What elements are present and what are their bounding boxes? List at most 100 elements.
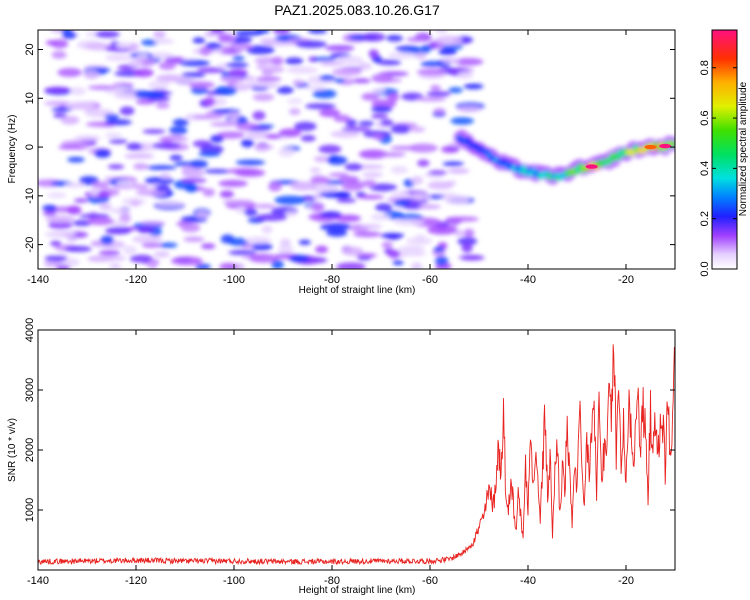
noise-blob — [376, 59, 402, 66]
noise-blob — [153, 38, 175, 44]
noise-blob — [228, 68, 248, 77]
noise-blob — [358, 62, 372, 71]
noise-blob — [158, 242, 178, 248]
noise-blob — [234, 168, 266, 177]
noise-blob — [448, 87, 463, 94]
noise-blob — [390, 124, 412, 134]
noise-blob — [387, 249, 401, 259]
noise-blob — [456, 105, 482, 113]
noise-blob — [64, 182, 85, 188]
noise-blob — [363, 179, 377, 188]
signal-peak — [644, 144, 657, 150]
noise-blob — [105, 227, 132, 235]
noise-blob — [344, 163, 363, 171]
noise-blob — [108, 138, 128, 144]
noise-blob — [204, 96, 216, 106]
noise-blob — [371, 73, 394, 83]
noise-blob — [146, 165, 177, 171]
colorbar-tick-label: 0.2 — [699, 211, 711, 226]
noise-blob — [435, 30, 448, 33]
noise-blob — [285, 57, 304, 65]
noise-blob — [141, 242, 162, 248]
noise-blob — [387, 92, 400, 102]
noise-blob — [50, 240, 62, 247]
noise-blob — [298, 239, 311, 245]
noise-blob — [311, 202, 325, 212]
colorbar: 0.0 0.2 0.4 0.6 0.8 Normalized spectral ampl… — [699, 29, 749, 277]
noise-blob — [246, 45, 275, 55]
spectrogram-y-tick-label: 10 — [24, 92, 36, 104]
noise-blob — [44, 86, 71, 94]
noise-blob — [170, 256, 203, 266]
noise-blob — [278, 128, 302, 138]
noise-blob — [180, 177, 207, 184]
noise-blob — [417, 204, 442, 210]
noise-blob — [147, 80, 170, 90]
noise-blob — [153, 251, 170, 258]
noise-blob — [406, 36, 426, 43]
noise-blob — [371, 113, 389, 119]
noise-blob — [133, 163, 149, 170]
noise-blob — [55, 264, 71, 269]
noise-blob — [288, 108, 301, 116]
noise-blob — [457, 237, 478, 246]
noise-blob — [244, 236, 272, 244]
spectrogram-x-tick-label: -100 — [223, 274, 245, 286]
noise-blob — [89, 187, 100, 197]
noise-blob — [441, 57, 460, 64]
noise-blob — [341, 246, 364, 256]
noise-blob — [390, 165, 409, 174]
noise-blob — [245, 130, 270, 140]
noise-blob — [153, 30, 166, 39]
noise-blob — [307, 30, 328, 34]
noise-blob — [303, 85, 326, 91]
snr-y-label: SNR (10 * v/v) — [7, 418, 18, 482]
noise-blob — [381, 241, 393, 249]
figure-title: PAZ1.2025.083.10.26.G17 — [274, 2, 440, 18]
noise-blob — [279, 238, 291, 247]
noise-blob — [433, 246, 445, 253]
noise-blob — [361, 92, 380, 101]
noise-blob — [205, 42, 222, 50]
noise-blob — [276, 86, 294, 94]
noise-blob — [333, 114, 351, 123]
noise-blob — [372, 133, 384, 141]
noise-blob — [42, 204, 58, 212]
noise-blob — [98, 250, 121, 256]
snr-x-label: Height of straight line (km) — [299, 585, 416, 596]
noise-blob — [371, 88, 386, 95]
noise-blob — [181, 168, 205, 179]
noise-blob — [181, 72, 206, 78]
noise-blob — [189, 159, 209, 169]
noise-blob — [198, 151, 221, 157]
spectrogram-x-label: Height of straight line (km) — [299, 285, 416, 296]
spectrogram-y-axis: -20 -10 0 10 20 — [24, 43, 675, 253]
snr-background — [38, 330, 675, 570]
noise-blob — [44, 230, 77, 238]
noise-blob — [48, 220, 73, 230]
noise-blob — [252, 93, 275, 102]
noise-blob — [319, 191, 350, 198]
noise-blob — [136, 53, 149, 60]
noise-blob — [286, 66, 319, 74]
noise-blob — [248, 253, 279, 263]
noise-blob — [336, 198, 357, 203]
noise-blob — [390, 145, 418, 151]
noise-blob — [180, 223, 201, 233]
noise-blob — [435, 255, 449, 266]
noise-blob — [315, 245, 329, 254]
noise-blob — [119, 213, 131, 223]
noise-blob — [134, 183, 149, 190]
noise-blob — [259, 37, 278, 45]
noise-blob — [51, 107, 73, 112]
snr-y-tick-label: 4000 — [24, 318, 36, 342]
noise-blob — [390, 191, 410, 197]
noise-blob — [417, 159, 430, 167]
snr-panel: -140 -120 -100 -80 -60 -40 -20 1000 2000 3000 400… — [7, 318, 676, 596]
noise-blob — [368, 49, 379, 58]
noise-blob — [51, 50, 67, 59]
noise-blob — [426, 91, 451, 97]
noise-blob — [271, 56, 284, 66]
snr-x-tick-label: -100 — [223, 575, 245, 587]
